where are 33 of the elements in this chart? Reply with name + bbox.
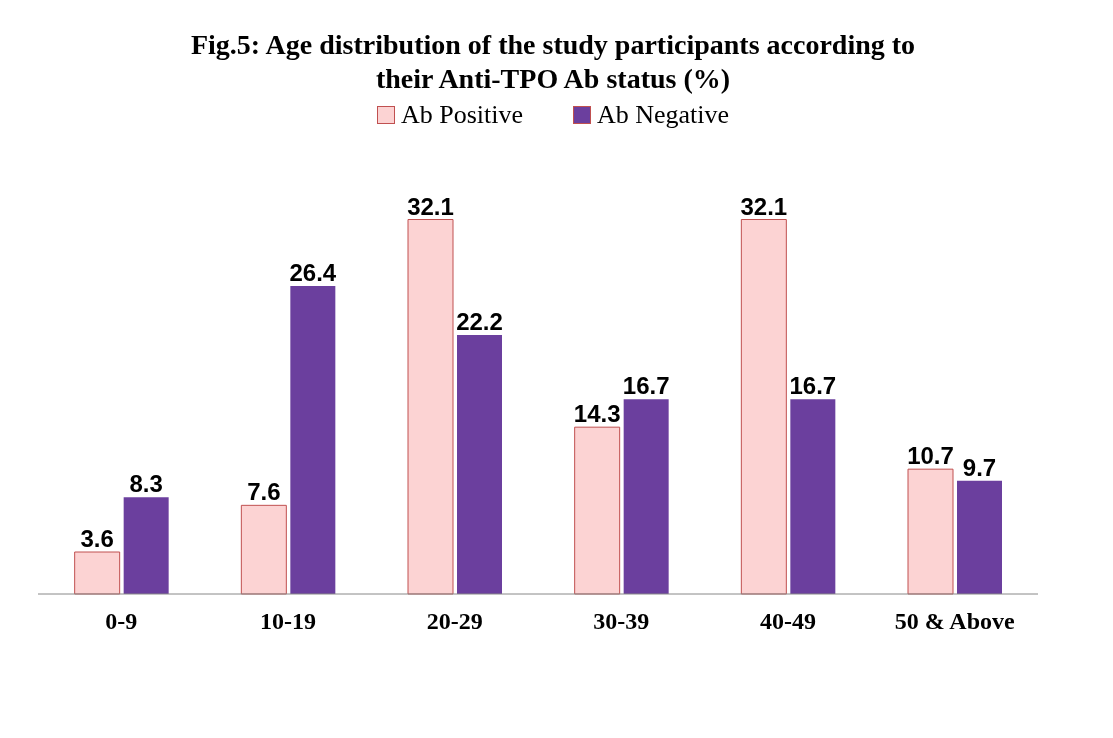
x-tick-label: 50 & Above: [894, 608, 1016, 635]
legend-label: Ab Positive: [400, 100, 523, 130]
data-label: 32.1: [740, 192, 788, 220]
bar: [240, 504, 287, 595]
bar: [407, 219, 454, 595]
data-label: 8.3: [129, 470, 163, 498]
x-tick-label: 40-49: [760, 608, 816, 635]
data-label: 7.6: [247, 478, 281, 506]
x-tick-label: 0-9: [105, 608, 138, 635]
bar: [74, 551, 121, 595]
bar: [123, 497, 169, 594]
x-tick-label: 10-19: [260, 608, 316, 635]
bar: [790, 399, 836, 594]
bar: [290, 286, 336, 594]
x-tick-label: 20-29: [426, 608, 483, 635]
x-tick-label: 30-39: [593, 608, 650, 635]
bar: [907, 468, 954, 595]
chart-title: Fig.5: Age distribution of the study participants according to their Anti-TPO Ab status (%): [189, 28, 917, 96]
data-label: 16.7: [789, 372, 837, 400]
data-label: 26.4: [289, 259, 337, 286]
data-label: 10.7: [907, 442, 954, 470]
data-label: 9.7: [962, 453, 997, 481]
data-label: 14.3: [573, 400, 621, 428]
legend-label: Ab Negative: [596, 100, 730, 130]
data-label: 3.6: [80, 525, 114, 552]
bar: [740, 219, 787, 595]
data-label: 22.2: [456, 308, 503, 335]
bar: [574, 426, 621, 595]
bar: [457, 335, 502, 594]
bar: [623, 399, 669, 594]
bar: [957, 480, 1002, 594]
data-label: 16.7: [622, 372, 670, 400]
data-label: 32.1: [407, 192, 454, 220]
